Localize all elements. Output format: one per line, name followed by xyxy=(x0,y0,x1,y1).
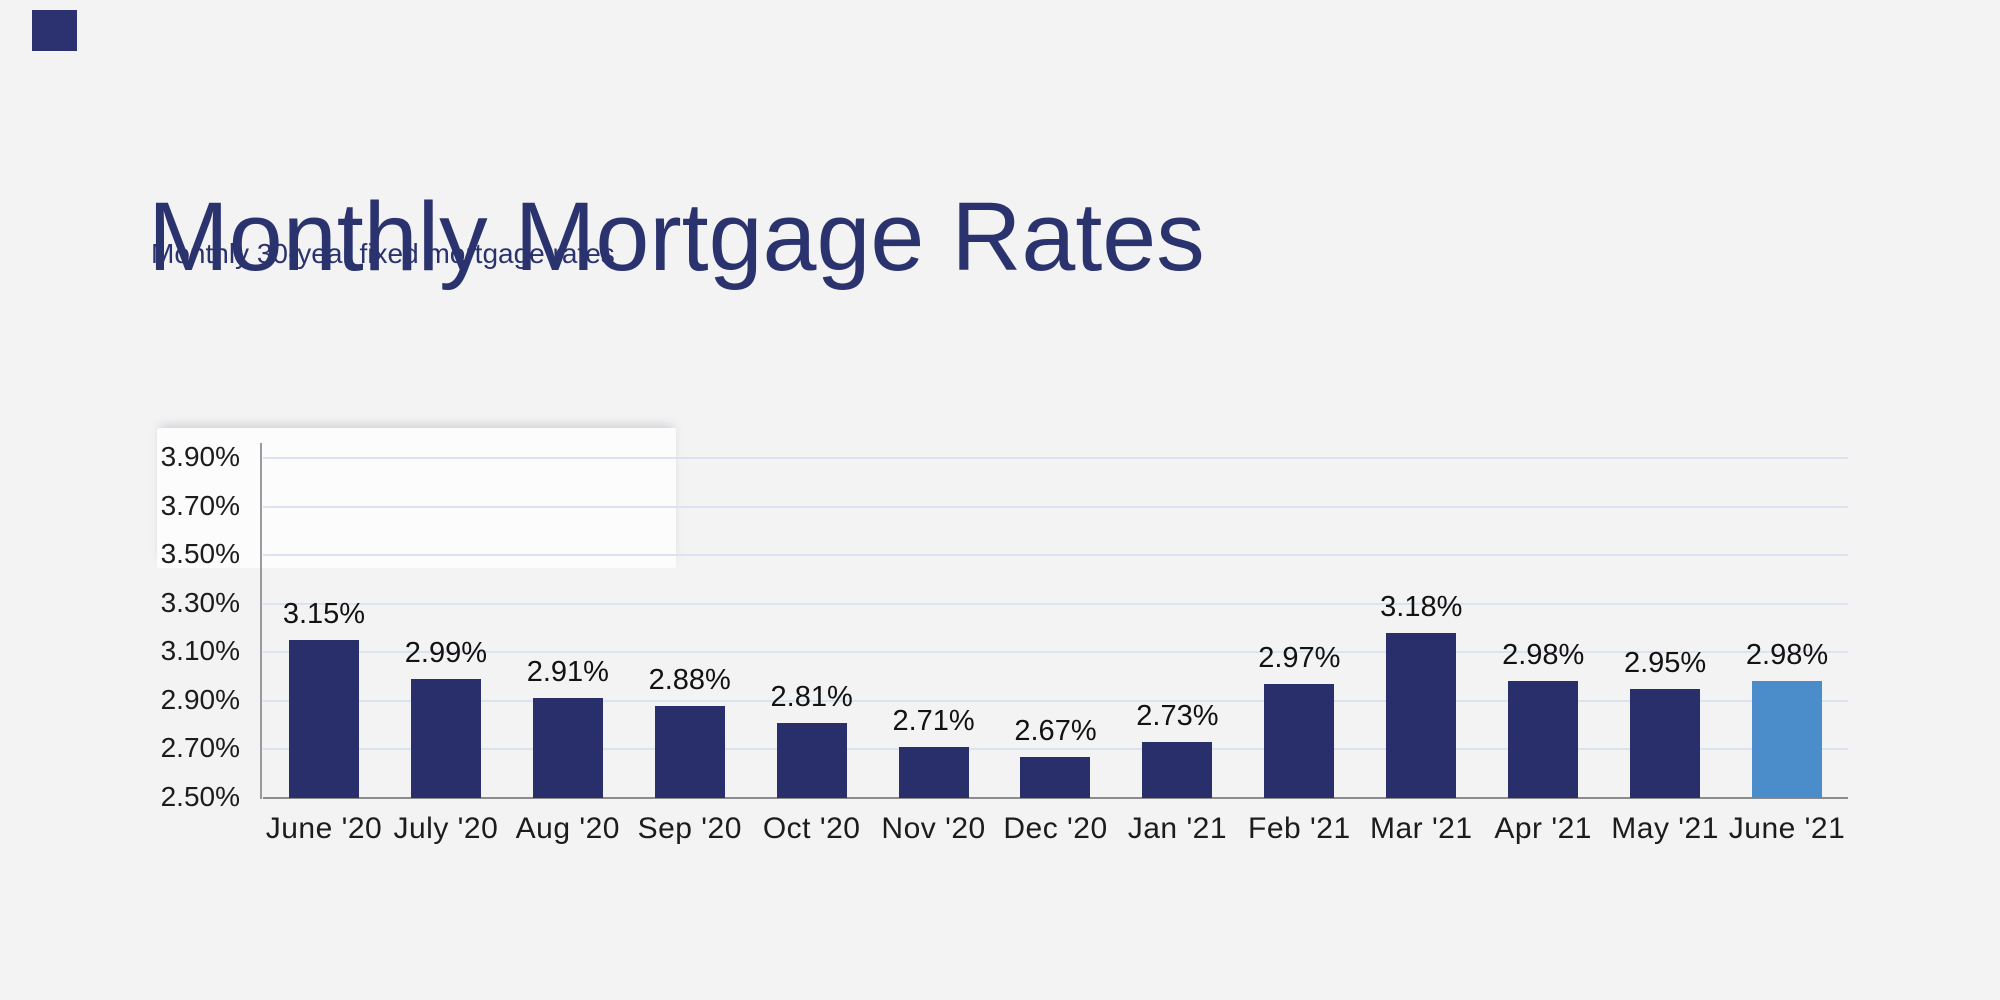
highlight-panel-overlay xyxy=(157,428,676,568)
bar-slot: 2.88% xyxy=(629,440,751,798)
chart-bar-june-20 xyxy=(288,640,359,798)
bar-value-label: 3.15% xyxy=(282,598,366,631)
bar-value-label: 2.98% xyxy=(1745,639,1829,672)
bar-slot: 2.95% xyxy=(1604,440,1726,798)
x-axis-tick-label: June '20 xyxy=(265,812,383,845)
gridline xyxy=(263,748,1848,751)
y-axis-tick-label: 2.90% xyxy=(160,683,240,715)
bar-value-label: 2.67% xyxy=(1014,714,1097,747)
y-axis-tick-label: 2.70% xyxy=(160,732,240,764)
chart-bar-june-21 xyxy=(1752,681,1823,798)
chart-bar-oct-20 xyxy=(776,722,847,798)
x-axis-tick-label: Nov '20 xyxy=(881,812,986,845)
bar-value-label: 2.98% xyxy=(1502,639,1585,672)
gridline xyxy=(263,651,1848,654)
bar-slot: 2.67% xyxy=(995,440,1117,798)
bar-value-label: 2.95% xyxy=(1623,646,1707,679)
chart-bar-dec-20 xyxy=(1020,756,1091,798)
x-axis-tick-label: May '21 xyxy=(1611,812,1719,845)
bar-slot: 2.98% xyxy=(1482,440,1604,798)
chart-bar-nov-20 xyxy=(898,747,969,798)
x-axis-tick-label: Oct '20 xyxy=(762,812,861,845)
gridline xyxy=(263,505,1848,508)
page-title: Monthly Mortgage Rates xyxy=(148,181,1205,291)
x-axis-tick-label: Mar '21 xyxy=(1369,812,1473,845)
x-axis-tick-label: Feb '21 xyxy=(1248,812,1351,845)
gridline xyxy=(263,699,1848,702)
bar-slot: 3.18% xyxy=(1360,440,1482,798)
chart-bar-mar-21 xyxy=(1386,632,1457,798)
bar-value-label: 2.91% xyxy=(526,656,609,689)
chart-bar-jan-21 xyxy=(1142,742,1213,798)
gridline xyxy=(263,457,1848,459)
bar-slot: 2.71% xyxy=(873,440,995,798)
bar-slot: 2.73% xyxy=(1116,440,1238,798)
y-axis-tick-label: 3.30% xyxy=(160,586,240,618)
page-subtitle: Monthly 30-year fixed mortgage rates xyxy=(151,238,615,269)
chart-bar-feb-21 xyxy=(1264,683,1335,798)
x-axis-tick-label: June '21 xyxy=(1728,812,1846,845)
bar-slot: 3.15% xyxy=(263,440,385,798)
gridline xyxy=(263,554,1848,557)
gridline xyxy=(263,602,1848,605)
bar-value-label: 2.97% xyxy=(1258,641,1341,674)
x-axis-line xyxy=(263,797,1848,799)
chart-bar-may-21 xyxy=(1630,688,1701,798)
y-axis-tick-label: 2.50% xyxy=(160,781,240,812)
bar-value-label: 2.73% xyxy=(1136,700,1219,733)
bar-slot: 2.98% xyxy=(1726,440,1848,798)
bar-slot: 2.91% xyxy=(507,440,629,798)
bar-slot: 2.97% xyxy=(1238,440,1360,798)
chart-bar-sep-20 xyxy=(654,705,725,798)
x-axis-tick-label: Dec '20 xyxy=(1003,812,1108,845)
bar-slot: 2.99% xyxy=(385,440,507,798)
x-axis-tick-label: July '20 xyxy=(393,812,499,845)
x-axis-tick-label: Jan '21 xyxy=(1127,812,1228,845)
x-axis-tick-label: Sep '20 xyxy=(637,812,742,845)
bar-value-label: 2.99% xyxy=(404,637,487,669)
x-axis-tick-label: Aug '20 xyxy=(515,812,620,845)
chart-bar-july-20 xyxy=(410,679,481,798)
bar-value-label: 3.18% xyxy=(1380,590,1463,623)
chart-bar-aug-20 xyxy=(532,698,603,798)
bar-value-label: 2.88% xyxy=(648,663,731,696)
chart-bar-apr-21 xyxy=(1508,681,1579,798)
y-axis-tick-label: 3.10% xyxy=(160,635,240,667)
bar-chart: 3.15% 2.99% 2.91% 2.88% 2.81% 2.71% 2.67% 2.73%… xyxy=(263,440,1848,799)
bar-value-label: 2.71% xyxy=(892,705,975,737)
corner-accent-square xyxy=(32,10,77,51)
y-axis-tick-label: 3.70% xyxy=(160,489,240,521)
y-axis-tick-label: 3.50% xyxy=(160,538,240,570)
bar-slot: 2.81% xyxy=(751,440,873,798)
y-axis-tick-label: 3.90% xyxy=(160,440,240,472)
x-axis-tick-label: Apr '21 xyxy=(1494,812,1592,845)
y-axis-line xyxy=(260,443,262,799)
bar-value-label: 2.81% xyxy=(770,680,853,713)
